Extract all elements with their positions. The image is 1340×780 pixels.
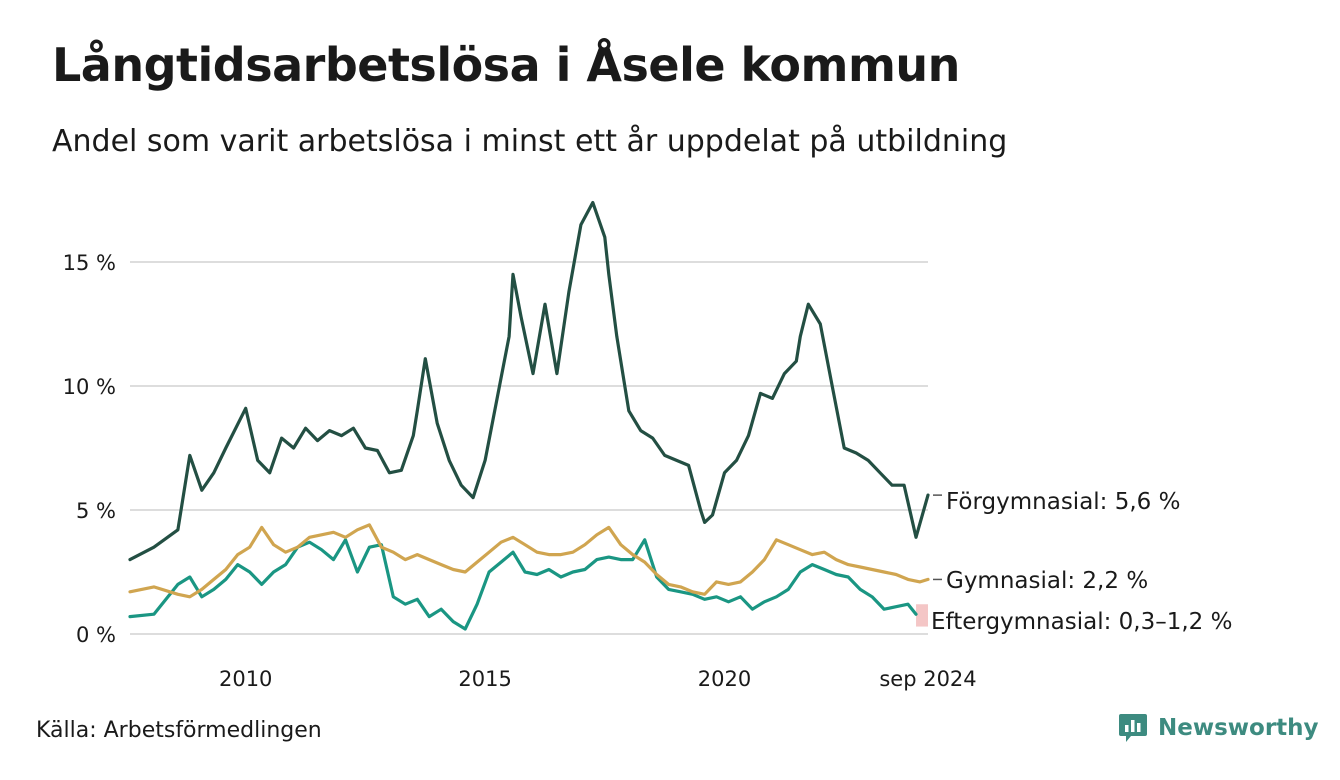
uncertainty-band: [916, 604, 928, 627]
source-note: Källa: Arbetsförmedlingen: [36, 718, 322, 743]
x-tick-label: 2010: [219, 667, 272, 691]
brand-name: Newsworthy: [1158, 715, 1319, 741]
chart-title: Långtidsarbetslösa i Åsele kommun: [52, 38, 960, 92]
y-tick-label: 5 %: [76, 499, 116, 523]
series-line-eftergymnasial: [128, 538, 918, 631]
chart-subtitle: Andel som varit arbetslösa i minst ett å…: [52, 124, 1008, 159]
series-line-gymnasial: [128, 523, 930, 599]
series-end-label: Gymnasial: 2,2 %: [946, 568, 1148, 594]
series-end-label: Förgymnasial: 5,6 %: [946, 489, 1180, 515]
y-tick-label: 0 %: [76, 623, 116, 647]
y-tick-label: 15 %: [63, 251, 116, 275]
x-tick-label: sep 2024: [879, 667, 976, 691]
series-end-label: Eftergymnasial: 0,3–1,2 %: [931, 609, 1232, 635]
bar-chart-speech-bubble-icon: [1119, 714, 1147, 742]
y-tick-label: 10 %: [63, 375, 116, 399]
x-tick-label: 2020: [698, 667, 751, 691]
series-line-förgymnasial: [128, 200, 930, 562]
x-tick-label: 2015: [458, 667, 511, 691]
brand-logo[interactable]: Newsworthy: [1118, 712, 1319, 744]
